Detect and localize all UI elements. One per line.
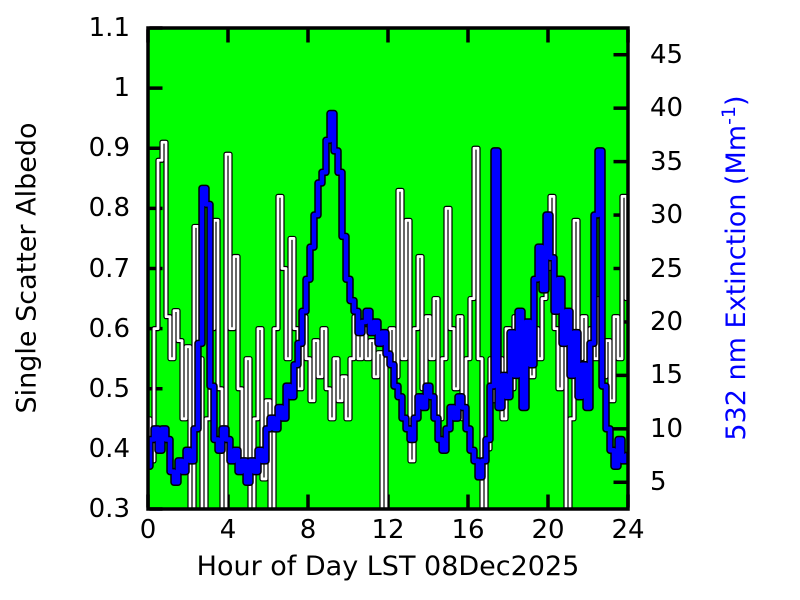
x-tick-label: 0 [139, 515, 157, 545]
x-tick-label: 8 [299, 515, 317, 545]
x-tick-label: 16 [451, 515, 485, 545]
y-axis-right-title-superscript: -1 [718, 105, 740, 125]
y-right-tick-label: 15 [650, 360, 684, 391]
y-right-tick-label: 30 [650, 200, 684, 231]
y-right-tick-label: 25 [650, 253, 684, 284]
y-right-tick-label: 45 [650, 39, 684, 70]
x-tick-label: 12 [371, 515, 405, 545]
data-series-layer [148, 109, 628, 509]
y-axis-right-title-prefix: 532 nm Extinction (Mm [721, 124, 752, 441]
x-tick-label: 4 [219, 515, 237, 545]
y-right-tick-label: 35 [650, 146, 684, 177]
y-axis-right-title-suffix: ) [721, 95, 752, 106]
y-left-tick-label: 0.5 [88, 373, 130, 404]
x-tick-label: 24 [611, 515, 645, 545]
y-axis-right-title: 532 nm Extinction (Mm-1) [718, 95, 752, 440]
y-left-tick-label: 0.7 [88, 253, 130, 284]
y-right-tick-label: 5 [650, 467, 667, 498]
y-left-tick-label: 0.8 [88, 193, 130, 224]
y-left-tick-label: 0.4 [88, 433, 130, 464]
plot-frame [146, 26, 630, 511]
x-axis-title: Hour of Day LST 08Dec2025 [196, 551, 580, 582]
y-left-tick-label: 0.9 [88, 133, 130, 164]
x-tick-label: 20 [531, 515, 565, 545]
extinction-line [148, 111, 628, 485]
y-right-tick-label: 10 [650, 413, 684, 444]
y-left-tick-label: 0.3 [88, 494, 130, 524]
y-right-tick-label: 40 [650, 93, 684, 124]
y-axis-left-title: Single Scatter Albedo [11, 122, 43, 414]
y-left-tick-label: 1.1 [88, 13, 130, 43]
y-left-tick-label: 1 [113, 73, 130, 104]
y-right-tick-label: 20 [650, 306, 684, 337]
y-left-tick-label: 0.6 [88, 313, 130, 344]
